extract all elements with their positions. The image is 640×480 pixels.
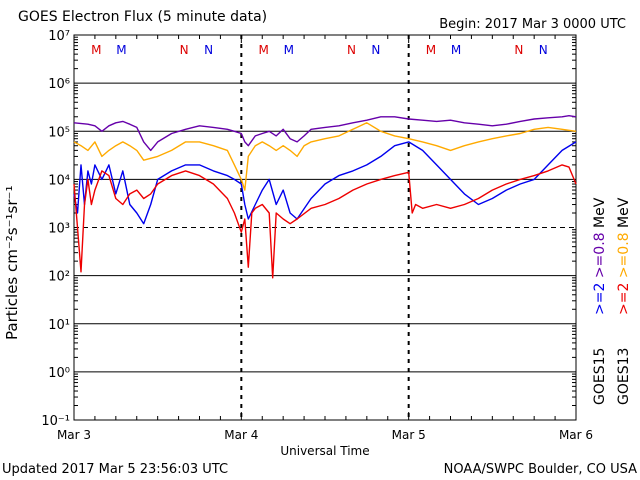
local-time-marker: M — [426, 43, 436, 57]
x-tick-label: Mar 4 — [224, 428, 258, 442]
flux-series-line — [73, 141, 577, 225]
y-tick-label: 10⁶ — [48, 77, 70, 92]
begin-time: Begin: 2017 Mar 3 0000 UTC — [439, 17, 626, 32]
local-time-marker: M — [91, 43, 101, 57]
local-time-marker: M — [284, 43, 294, 57]
x-tick-label: Mar 5 — [392, 428, 426, 442]
footer-credit: NOAA/SWPC Boulder, CO USA — [443, 462, 637, 477]
local-time-marker: N — [514, 43, 523, 57]
y-tick-label: 10⁰ — [48, 366, 70, 381]
local-time-marker: M — [258, 43, 268, 57]
y-tick-label: 10⁻¹ — [41, 414, 70, 429]
flux-series-line — [73, 164, 577, 279]
local-time-marker: M — [116, 43, 126, 57]
local-time-marker: M — [451, 43, 461, 57]
y-tick-label: 10¹ — [48, 318, 70, 333]
y-tick-label: 10⁵ — [48, 125, 70, 140]
flux-series-line — [73, 122, 577, 191]
y-tick-label: 10³ — [48, 222, 70, 237]
legend-goes13: GOES13 — [616, 348, 632, 405]
y-tick-label: 10⁷ — [48, 29, 70, 44]
x-tick-label: Mar 6 — [559, 428, 593, 442]
legend-goes15-channels: >=2 >=0.8 MeV — [592, 197, 608, 315]
local-time-marker: N — [371, 43, 380, 57]
y-tick-label: 10² — [48, 270, 70, 285]
local-time-marker: N — [539, 43, 548, 57]
flux-series-line — [73, 115, 577, 152]
chart-title: GOES Electron Flux (5 minute data) — [18, 9, 268, 25]
x-tick-label: Mar 3 — [57, 428, 91, 442]
local-time-marker: N — [347, 43, 356, 57]
y-tick-label: 10⁴ — [48, 173, 70, 188]
y-axis-label: Particles cm⁻²s⁻¹sr⁻¹ — [3, 185, 21, 340]
footer-updated: Updated 2017 Mar 5 23:56:03 UTC — [2, 462, 229, 477]
legend-goes15: GOES15 — [592, 348, 608, 405]
local-time-marker: N — [180, 43, 189, 57]
legend-goes13-channels: >=2 >=0.8 MeV — [616, 197, 632, 315]
local-time-marker: N — [204, 43, 213, 57]
x-axis-label: Universal Time — [280, 444, 369, 458]
